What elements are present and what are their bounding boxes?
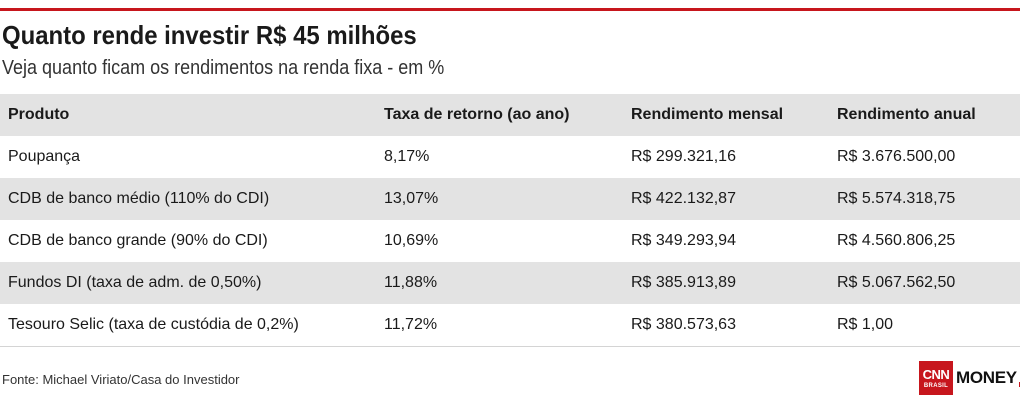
table-row: CDB de banco médio (110% do CDI) 13,07% … bbox=[0, 178, 1020, 220]
cell-produto: Poupança bbox=[0, 136, 376, 178]
cell-rendimento-anual: R$ 4.560.806,25 bbox=[829, 220, 1020, 262]
cell-taxa: 8,17% bbox=[376, 136, 623, 178]
top-accent-rule bbox=[0, 8, 1020, 11]
table-row: Fundos DI (taxa de adm. de 0,50%) 11,88%… bbox=[0, 262, 1020, 304]
cell-rendimento-mensal: R$ 380.573,63 bbox=[623, 304, 829, 347]
table-header-row: Produto Taxa de retorno (ao ano) Rendime… bbox=[0, 94, 1020, 136]
cell-rendimento-anual: R$ 5.574.318,75 bbox=[829, 178, 1020, 220]
cell-rendimento-mensal: R$ 385.913,89 bbox=[623, 262, 829, 304]
cell-produto: Tesouro Selic (taxa de custódia de 0,2%) bbox=[0, 304, 376, 347]
cnn-brasil-badge: CNN BRASIL bbox=[919, 361, 953, 395]
cell-rendimento-anual: R$ 1,00 bbox=[829, 304, 1020, 347]
cell-produto: CDB de banco grande (90% do CDI) bbox=[0, 220, 376, 262]
source-note: Fonte: Michael Viriato/Casa do Investido… bbox=[2, 372, 240, 387]
cell-rendimento-mensal: R$ 422.132,87 bbox=[623, 178, 829, 220]
cell-produto: Fundos DI (taxa de adm. de 0,50%) bbox=[0, 262, 376, 304]
bar-chart-icon bbox=[1018, 373, 1020, 387]
money-wordmark: MONEY bbox=[956, 368, 1017, 387]
cell-rendimento-mensal: R$ 299.321,16 bbox=[623, 136, 829, 178]
cell-taxa: 13,07% bbox=[376, 178, 623, 220]
cell-rendimento-anual: R$ 5.067.562,50 bbox=[829, 262, 1020, 304]
cell-rendimento-anual: R$ 3.676.500,00 bbox=[829, 136, 1020, 178]
column-header-taxa: Taxa de retorno (ao ano) bbox=[376, 94, 623, 136]
table-row: Poupança 8,17% R$ 299.321,16 R$ 3.676.50… bbox=[0, 136, 1020, 178]
table-row: CDB de banco grande (90% do CDI) 10,69% … bbox=[0, 220, 1020, 262]
column-header-rendimento-anual: Rendimento anual bbox=[829, 94, 1020, 136]
column-header-rendimento-mensal: Rendimento mensal bbox=[623, 94, 829, 136]
page-subtitle: Veja quanto ficam os rendimentos na rend… bbox=[2, 57, 445, 79]
returns-table: Produto Taxa de retorno (ao ano) Rendime… bbox=[0, 94, 1020, 347]
cell-taxa: 11,72% bbox=[376, 304, 623, 347]
cell-taxa: 11,88% bbox=[376, 262, 623, 304]
cell-produto: CDB de banco médio (110% do CDI) bbox=[0, 178, 376, 220]
brasil-wordmark: BRASIL bbox=[923, 382, 949, 389]
column-header-produto: Produto bbox=[0, 94, 376, 136]
cell-rendimento-mensal: R$ 349.293,94 bbox=[623, 220, 829, 262]
table-row: Tesouro Selic (taxa de custódia de 0,2%)… bbox=[0, 304, 1020, 347]
cnn-money-logo: CNN BRASIL MONEY bbox=[919, 361, 1020, 395]
cell-taxa: 10,69% bbox=[376, 220, 623, 262]
page-title: Quanto rende investir R$ 45 milhões bbox=[2, 20, 417, 50]
cnn-wordmark: CNN bbox=[922, 366, 950, 382]
